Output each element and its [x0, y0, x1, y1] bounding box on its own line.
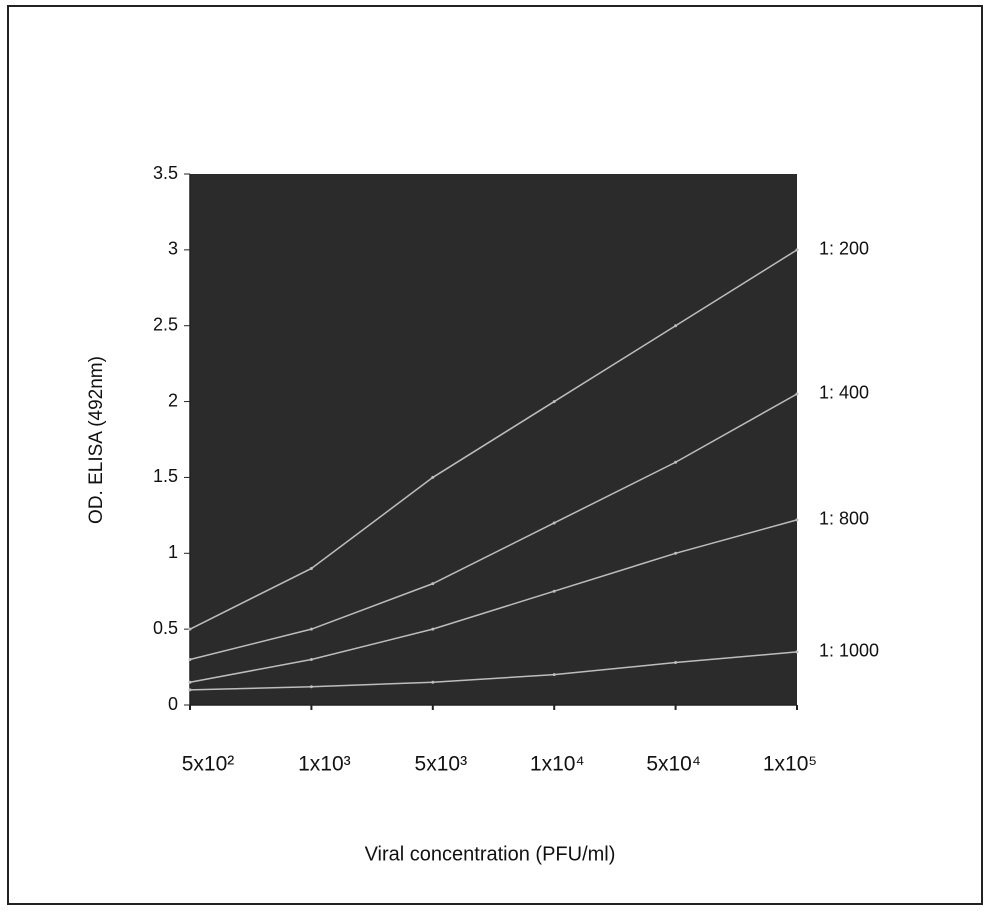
data-point	[309, 627, 313, 631]
x-tick-label: 1x10⁵	[763, 753, 817, 776]
x-tick-label: 1x10⁴	[530, 753, 585, 776]
series-line	[189, 651, 798, 691]
x-axis-title: Viral concentration (PFU/ml)	[365, 843, 616, 865]
data-point	[309, 685, 313, 689]
data-point	[188, 680, 192, 684]
x-tick-label: 5x10³	[415, 753, 468, 776]
data-point	[552, 673, 556, 677]
data-point	[795, 392, 799, 396]
data-point	[188, 627, 192, 631]
data-point	[674, 551, 678, 555]
data-point	[795, 650, 799, 654]
y-tick-label: 3	[168, 239, 178, 259]
data-point	[552, 521, 556, 525]
series-label: 1: 1000	[819, 641, 879, 661]
data-point	[309, 566, 313, 570]
y-tick-label: 1.5	[153, 466, 178, 486]
series-line	[189, 249, 798, 630]
y-tick-label: 3.5	[153, 163, 178, 183]
series-label: 1: 800	[819, 509, 869, 529]
y-axis-title: OD. ELISA (492nm)	[86, 356, 107, 524]
series-label: 1: 400	[819, 383, 869, 403]
y-tick-label: 0	[168, 694, 178, 714]
data-point	[188, 657, 192, 661]
y-tick-label: 2	[168, 390, 178, 410]
data-point	[674, 460, 678, 464]
y-tick-label: 0.5	[153, 618, 178, 638]
series-line	[189, 393, 798, 661]
data-point	[552, 589, 556, 593]
data-point	[674, 661, 678, 665]
series-label: 1: 200	[819, 239, 869, 259]
data-point	[431, 680, 435, 684]
data-point	[795, 248, 799, 252]
data-point	[431, 627, 435, 631]
data-point	[431, 475, 435, 479]
x-tick-label: 5x10²	[182, 753, 235, 776]
data-point	[188, 688, 192, 692]
series-line	[189, 519, 798, 683]
x-tick-label: 1x10³	[298, 753, 351, 776]
data-point	[674, 324, 678, 328]
data-point	[431, 582, 435, 586]
y-tick-label: 2.5	[153, 314, 178, 334]
data-point	[795, 518, 799, 522]
data-point	[309, 657, 313, 661]
data-point	[552, 400, 556, 404]
y-tick-label: 1	[168, 542, 178, 562]
x-tick-label: 5x10⁴	[646, 753, 701, 776]
